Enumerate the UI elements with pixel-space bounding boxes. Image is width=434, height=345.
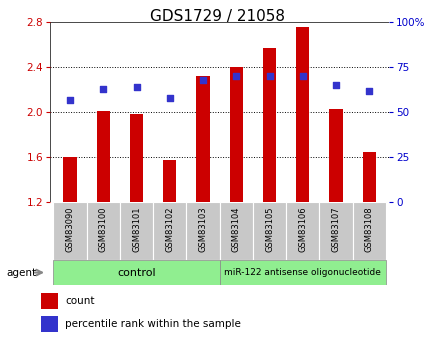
Point — [266, 73, 273, 79]
Bar — [329, 109, 342, 202]
Bar — [186, 202, 219, 260]
Text: GDS1729 / 21058: GDS1729 / 21058 — [150, 9, 284, 23]
Bar — [352, 202, 385, 260]
Bar — [53, 260, 219, 285]
Bar — [319, 202, 352, 260]
Text: GSM83106: GSM83106 — [298, 207, 307, 252]
Text: control: control — [117, 268, 155, 277]
Bar — [41, 293, 57, 309]
Point — [199, 77, 206, 82]
Bar — [130, 115, 143, 202]
Text: miR-122 antisense oligonucleotide: miR-122 antisense oligonucleotide — [224, 268, 380, 277]
Bar — [63, 157, 76, 202]
Point — [332, 82, 339, 88]
Bar — [219, 202, 252, 260]
Point — [166, 95, 173, 100]
Bar — [86, 202, 120, 260]
Point — [299, 73, 306, 79]
Bar — [96, 111, 110, 202]
Text: GSM83100: GSM83100 — [99, 207, 108, 252]
Point — [66, 97, 73, 102]
Text: GSM83107: GSM83107 — [331, 207, 340, 252]
Bar — [153, 202, 186, 260]
Text: GSM83090: GSM83090 — [66, 207, 74, 252]
Bar — [41, 316, 57, 332]
Text: GSM83105: GSM83105 — [264, 207, 273, 252]
Text: count: count — [65, 296, 94, 306]
Bar — [362, 152, 375, 202]
Point — [365, 88, 372, 93]
Point — [99, 86, 106, 91]
Point — [133, 84, 140, 90]
Text: agent: agent — [7, 268, 36, 277]
Text: GSM83108: GSM83108 — [364, 207, 373, 252]
Bar — [163, 160, 176, 202]
Bar — [219, 260, 385, 285]
Text: GSM83102: GSM83102 — [165, 207, 174, 252]
Bar — [120, 202, 153, 260]
Text: GSM83103: GSM83103 — [198, 207, 207, 252]
Bar — [196, 76, 209, 202]
Text: percentile rank within the sample: percentile rank within the sample — [65, 319, 240, 329]
Bar — [262, 48, 276, 202]
Text: GSM83104: GSM83104 — [231, 207, 240, 252]
Bar — [229, 67, 243, 202]
Bar — [53, 202, 86, 260]
Bar — [286, 202, 319, 260]
Point — [232, 73, 239, 79]
Bar — [252, 202, 286, 260]
Text: GSM83101: GSM83101 — [132, 207, 141, 252]
Bar — [296, 27, 309, 202]
